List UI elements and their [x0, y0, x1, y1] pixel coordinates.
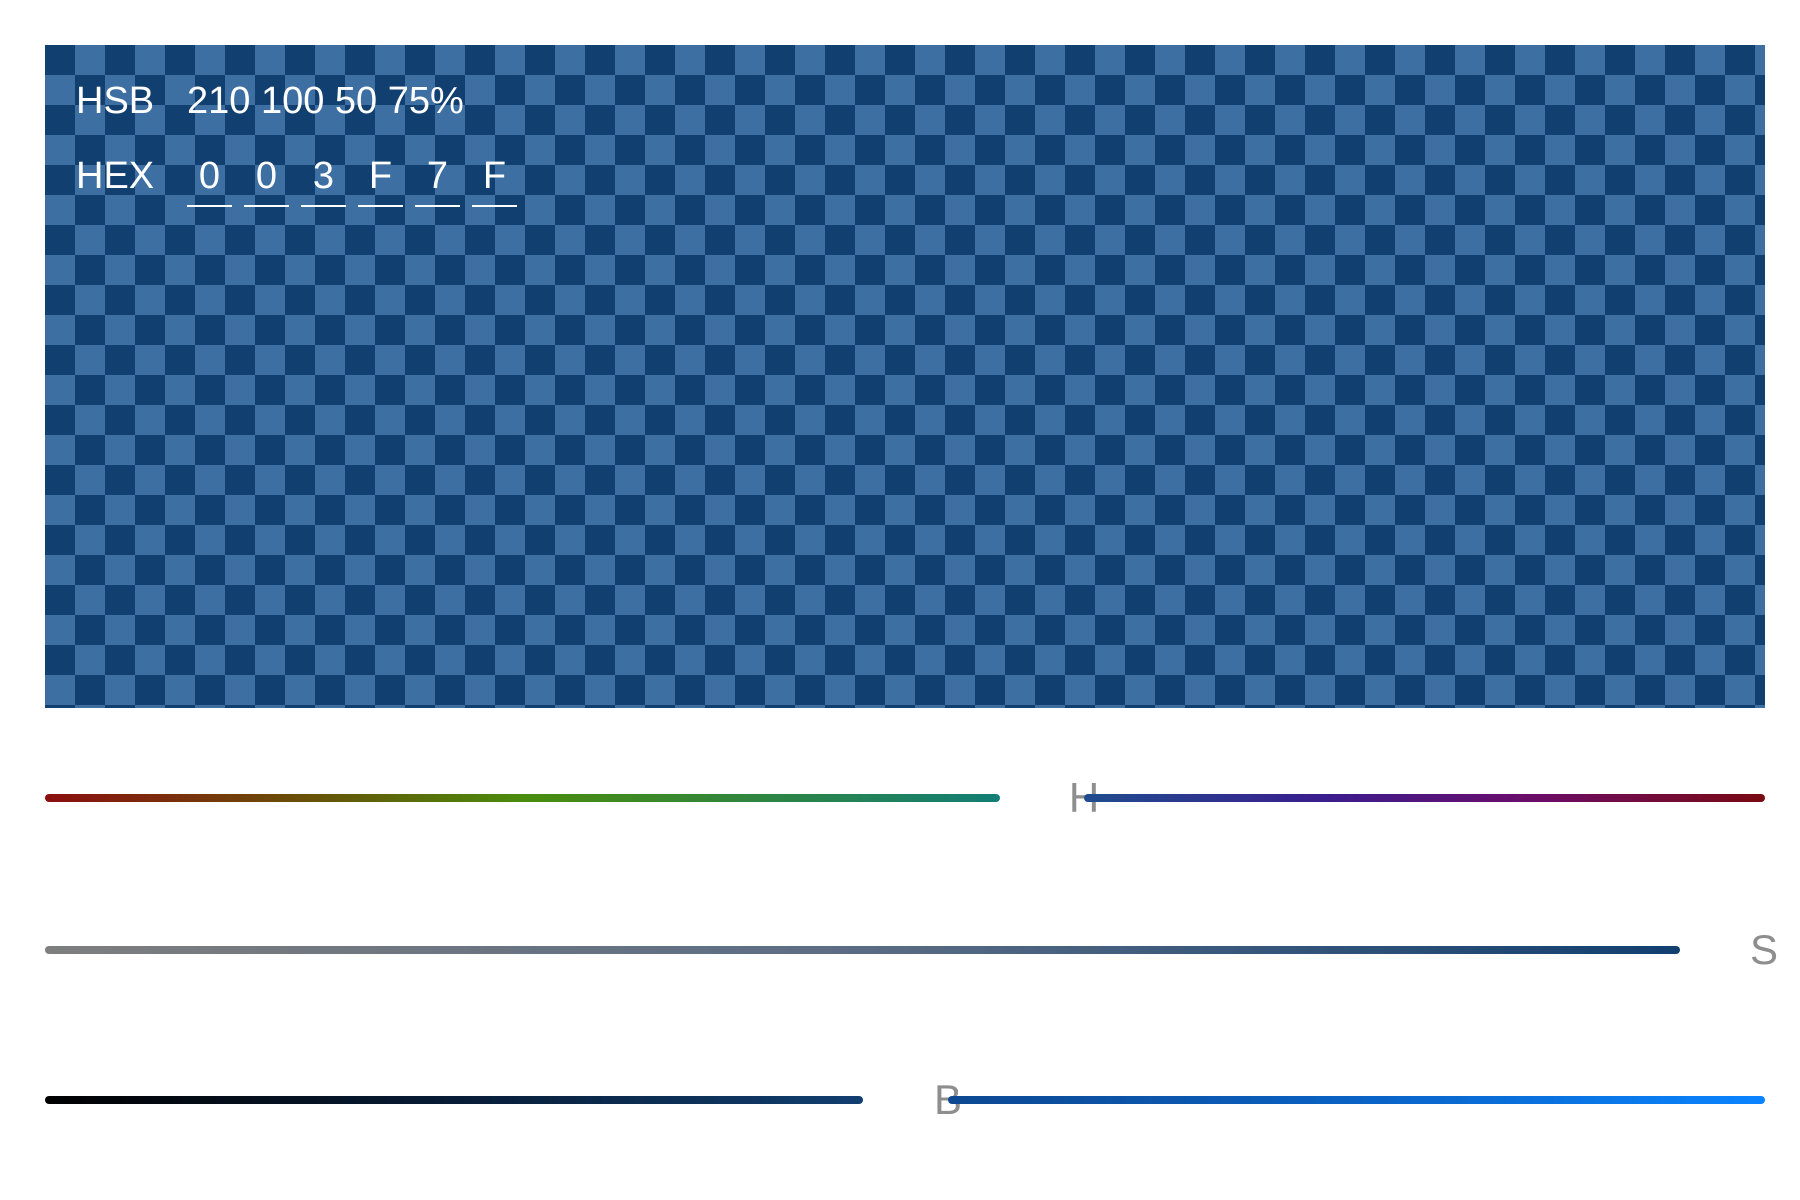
brightness-track-left[interactable]: [45, 1096, 863, 1104]
saturation-slider[interactable]: S: [45, 920, 1778, 980]
brightness-slider[interactable]: B: [45, 1070, 1765, 1130]
hue-slider[interactable]: H: [45, 768, 1765, 828]
hue-track-right[interactable]: [1084, 794, 1765, 802]
hex-digit-field[interactable]: F: [472, 153, 517, 207]
saturation-slider-knob[interactable]: S: [1749, 926, 1778, 973]
hue-track-left[interactable]: [45, 794, 1000, 802]
hex-digit-fields: 0 0 3 F 7 F: [187, 153, 517, 207]
hex-digit-field[interactable]: 7: [415, 153, 460, 207]
hex-digit-field[interactable]: 0: [244, 153, 289, 207]
hex-label: HEX: [76, 155, 155, 197]
brightness-track-right[interactable]: [948, 1096, 1765, 1104]
hex-digit-field[interactable]: 3: [301, 153, 346, 207]
hsb-values: 210 100 50 75%: [187, 80, 464, 122]
hsb-label: HSB: [76, 80, 155, 122]
hex-digit-field[interactable]: 0: [187, 153, 232, 207]
color-preview-swatch: HSB 210 100 50 75% HEX 0 0 3 F 7 F: [45, 45, 1765, 708]
saturation-track[interactable]: [45, 946, 1680, 954]
hex-readout: HEX 0 0 3 F 7 F: [76, 153, 517, 207]
hex-digit-field[interactable]: F: [358, 153, 403, 207]
hsb-readout: HSB 210 100 50 75%: [76, 78, 464, 124]
